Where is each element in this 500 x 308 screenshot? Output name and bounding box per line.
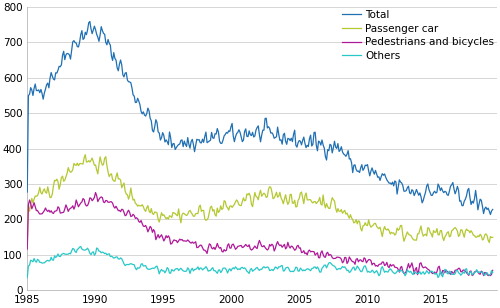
Total [426,188,432,192]
Pedestrians and bicycles [425,267,431,271]
Passenger car [24,244,30,248]
Passenger car [112,180,118,183]
Pedestrians and bicycles [208,243,214,246]
Total [208,138,214,142]
Passenger car [82,153,88,156]
Line: Passenger car: Passenger car [28,155,492,246]
Pedestrians and bicycles [24,247,30,251]
Total [87,20,93,23]
Line: Pedestrians and bicycles: Pedestrians and bicycles [28,192,492,276]
Total [24,190,30,194]
Passenger car [208,205,214,209]
Legend: Total, Passenger car, Pedestrians and bicycles, Others: Total, Passenger car, Pedestrians and bi… [342,10,494,61]
Others [218,271,224,274]
Passenger car [426,226,432,230]
Others [426,272,432,275]
Pedestrians and bicycles [218,245,224,249]
Line: Total: Total [28,22,492,214]
Passenger car [425,226,431,229]
Others [36,258,42,262]
Others [24,276,30,280]
Pedestrians and bicycles [92,191,98,194]
Others [78,245,84,248]
Pedestrians and bicycles [36,211,42,214]
Passenger car [490,236,496,239]
Total [488,213,494,216]
Others [208,269,214,272]
Pedestrians and bicycles [112,206,118,210]
Pedestrians and bicycles [488,274,494,278]
Pedestrians and bicycles [426,268,432,272]
Total [218,141,224,145]
Others [112,256,118,260]
Total [425,182,431,186]
Passenger car [36,191,42,194]
Passenger car [218,204,224,208]
Total [490,208,496,211]
Pedestrians and bicycles [490,269,496,272]
Total [112,57,118,60]
Line: Others: Others [28,246,492,278]
Others [425,270,431,274]
Others [490,271,496,274]
Total [36,88,42,92]
